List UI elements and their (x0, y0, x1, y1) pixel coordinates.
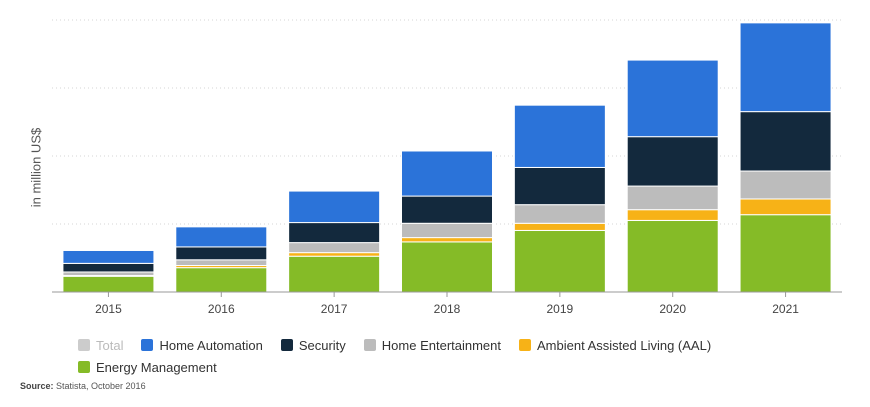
legend-item-ambient-assisted-living-aal[interactable]: Ambient Assisted Living (AAL) (519, 335, 711, 355)
x-tick-label: 2015 (95, 302, 122, 316)
y-axis-label: in million US$ (28, 127, 44, 208)
source-text: Statista, October 2016 (53, 381, 146, 391)
legend-swatch (363, 339, 376, 351)
legend-swatch (78, 361, 90, 373)
bar-segment-home-automation-2016[interactable] (175, 226, 268, 248)
x-tick-label: 2020 (659, 302, 686, 316)
bar-segment-home-automation-2021[interactable] (739, 22, 832, 113)
x-tick-label: 2021 (772, 302, 799, 316)
bar-segment-energy-management-2015[interactable] (62, 275, 155, 293)
bar-segment-energy-management-2016[interactable] (175, 267, 268, 293)
bar-segment-security-2015[interactable] (62, 262, 155, 273)
bar-segment-security-2018[interactable] (401, 195, 493, 224)
x-tick-label: 2017 (321, 302, 348, 316)
legend-item-home-entertainment[interactable]: Home Entertainment (363, 335, 502, 355)
bar-segment-home-automation-2019[interactable] (513, 104, 606, 168)
bar-segment-security-2017[interactable] (288, 222, 381, 244)
legend-item-security[interactable]: Security (280, 335, 346, 355)
bar-segment-home-automation-2017[interactable] (288, 190, 381, 224)
legend-label: Total (96, 337, 124, 353)
bar-segment-home-entertainment-2019[interactable] (513, 204, 606, 224)
bar-segment-home-automation-2020[interactable] (626, 59, 719, 138)
legend-swatch (78, 339, 90, 351)
bar-segment-home-automation-2018[interactable] (401, 150, 493, 197)
x-tick-label: 2016 (208, 302, 235, 316)
legend-swatch (280, 339, 293, 351)
bar-segment-energy-management-2020[interactable] (626, 219, 719, 293)
legend-item-home-automation[interactable]: Home Automation (141, 335, 263, 355)
legend-swatch (141, 339, 154, 351)
bar-segment-home-entertainment-2015[interactable] (62, 271, 155, 277)
bar-segment-energy-management-2018[interactable] (401, 241, 493, 293)
bar-segment-security-2020[interactable] (626, 136, 719, 187)
stacked-bar-chart: 2015 2016 2017 2018 2019 2020 2021 (52, 19, 842, 316)
bar-segment-security-2021[interactable] (739, 111, 832, 172)
bar-segment-home-entertainment-2021[interactable] (739, 170, 832, 200)
bar-segment-ambient-assisted-living-aal-2017[interactable] (288, 252, 381, 257)
bar-segment-security-2019[interactable] (513, 166, 606, 206)
bar-segment-ambient-assisted-living-aal-2019[interactable] (513, 222, 606, 231)
source-note: Source: Statista, October 2016 (20, 381, 146, 391)
legend-item-total[interactable]: Total (78, 335, 123, 355)
bar-segment-home-automation-2015[interactable] (62, 249, 155, 264)
legend-label: Home Automation (159, 337, 263, 353)
legend-label: Ambient Assisted Living (AAL) (537, 337, 712, 353)
legend-label: Home Entertainment (381, 337, 502, 353)
bar-segment-ambient-assisted-living-aal-2018[interactable] (401, 237, 493, 243)
legend-swatch (519, 339, 532, 351)
chart-legend: Total Home Automation Security Home Enterta… (78, 335, 838, 379)
bar-segment-home-entertainment-2016[interactable] (175, 259, 268, 267)
bar-segment-home-entertainment-2018[interactable] (401, 222, 493, 239)
legend-item-energy-management[interactable]: Energy Management (78, 357, 217, 377)
bar-segment-ambient-assisted-living-aal-2021[interactable] (739, 198, 832, 216)
bar-segment-energy-management-2019[interactable] (513, 229, 606, 293)
x-tick-label: 2019 (547, 302, 574, 316)
legend-label: Security (298, 337, 346, 353)
legend-label: Energy Management (96, 359, 217, 375)
bar-segment-energy-management-2017[interactable] (288, 255, 381, 293)
source-label: Source: (20, 381, 54, 391)
x-tick-label: 2018 (434, 302, 461, 316)
bar-segment-security-2016[interactable] (175, 246, 268, 261)
bar-segment-energy-management-2021[interactable] (739, 214, 832, 293)
bar-segment-home-entertainment-2020[interactable] (626, 185, 719, 211)
bar-segment-ambient-assisted-living-aal-2020[interactable] (626, 209, 719, 221)
bar-segment-home-entertainment-2017[interactable] (288, 242, 381, 254)
